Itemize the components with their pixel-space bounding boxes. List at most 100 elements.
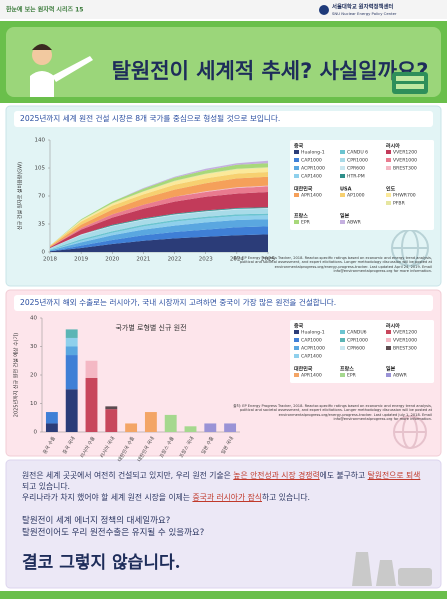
legend-label: CPR600 xyxy=(347,346,365,352)
question: 탈원전이어도 우리 원전수출은 유지될 수 있을까요? xyxy=(22,528,205,538)
area xyxy=(50,234,268,252)
area xyxy=(50,215,268,251)
legend-label: Hualong-1 xyxy=(301,150,325,156)
bar-segment xyxy=(125,423,138,432)
org-name: 서울대학교 원자력정책센터 xyxy=(332,3,393,11)
legend-label: VVER1000 xyxy=(393,158,417,164)
plant-icon xyxy=(352,552,432,586)
legend-swatch xyxy=(294,330,299,334)
legend-label: AP1000 xyxy=(347,193,365,199)
x-tick-label: 2020 xyxy=(105,257,119,263)
chart-title: 국가별 로형별 신규 원전 xyxy=(115,323,186,332)
y-axis-label: 신규 건설 원자로 설비용량(GW) xyxy=(17,162,24,230)
bar-segment xyxy=(144,412,157,432)
area xyxy=(50,186,268,248)
legend-swatch xyxy=(340,150,345,154)
body-text: 원전은 세계 곳곳에서 여전히 건설되고 있지만, 우리 원전 기술은 xyxy=(22,471,234,480)
legend-group: USA xyxy=(340,187,352,193)
page-title: 탈원전이 세계적 추세? 사실일까요? xyxy=(112,59,429,83)
legend-label: ACPR1000 xyxy=(301,166,325,172)
bar-segment xyxy=(65,389,78,432)
legend-label: VVER1200 xyxy=(393,330,417,336)
y-axis-label: 2025년까지 신규 원전 건설 예상 수(기) xyxy=(13,333,20,417)
area xyxy=(50,192,268,248)
legend-label: APR1400 xyxy=(301,193,322,199)
bar-segment xyxy=(184,426,197,432)
legend-swatch xyxy=(340,330,345,334)
section-headline: 2025년까지 세계 원전 건설 시장은 8개 국가를 중심으로 형성될 것으로… xyxy=(14,111,433,127)
header-bar xyxy=(0,0,447,19)
legend-swatch xyxy=(340,338,345,342)
legend-swatch xyxy=(386,330,391,334)
legend-label: CPR1000 xyxy=(347,338,368,344)
bar-segment xyxy=(105,406,118,410)
legend-box xyxy=(290,140,434,230)
bar-segment xyxy=(45,423,58,432)
y-tick-label: 140 xyxy=(35,138,46,144)
area xyxy=(50,226,268,252)
y-tick-label: 40 xyxy=(30,316,37,322)
banner-inner xyxy=(6,27,441,97)
bar-segment xyxy=(85,360,98,378)
legend-group: 러시아 xyxy=(386,143,400,150)
x-tick-label: 2023 xyxy=(199,257,213,263)
legend-swatch xyxy=(340,166,345,170)
legend-swatch xyxy=(294,193,299,197)
bar-segment xyxy=(65,355,78,390)
y-tick-label: 35 xyxy=(38,222,45,228)
legend-swatch xyxy=(386,346,391,350)
stamp-icon xyxy=(392,72,428,94)
area xyxy=(50,219,268,252)
legend-swatch xyxy=(294,174,299,178)
legend-group: 프랑스 xyxy=(340,366,354,373)
question: 탈원전이 세계 에너지 정책의 대세일까요? xyxy=(22,516,171,526)
legend-label: EPR xyxy=(347,373,357,379)
legend-swatch xyxy=(386,338,391,342)
x-tick-label: 2024 xyxy=(230,257,244,263)
legend-swatch xyxy=(294,338,299,342)
legend-group: 중국 xyxy=(294,143,304,150)
legend-group: 대한민국 xyxy=(294,186,313,193)
legend-swatch xyxy=(294,158,299,162)
globe-icon xyxy=(393,415,427,449)
bar-segment xyxy=(65,346,78,356)
legend-swatch xyxy=(340,220,345,224)
highlight-text: 중국과 러시아가 잠식 xyxy=(192,493,262,502)
legend-swatch xyxy=(340,373,345,377)
footer-bar xyxy=(0,591,447,599)
legend-swatch xyxy=(386,150,391,154)
section-headline: 2025년까지 해외 수출로는 러시아가, 국내 시장까지 고려하면 중국이 가… xyxy=(14,295,433,311)
legend-label: PHWR700 xyxy=(393,193,416,199)
legend-label: Hualong-1 xyxy=(301,330,325,336)
legend-label: EPR xyxy=(301,220,311,226)
legend-box xyxy=(290,320,434,383)
y-tick-label: 0 xyxy=(34,430,38,436)
legend-label: CAP1400 xyxy=(301,354,322,360)
area xyxy=(50,208,268,250)
figure xyxy=(30,44,93,97)
legend-label: CANDU6 xyxy=(347,330,367,336)
legend-group: 중국 xyxy=(294,323,304,330)
legend-group: 일본 xyxy=(340,213,350,220)
legend-group: 인도 xyxy=(386,186,396,193)
highlight-text: 높은 안전성과 시장 경쟁력 xyxy=(233,471,320,480)
legend-swatch xyxy=(386,166,391,170)
legend-swatch xyxy=(294,220,299,224)
bar-segment xyxy=(164,414,177,432)
y-tick-label: 70 xyxy=(38,194,45,200)
legend-label: BREST300 xyxy=(393,166,417,172)
legend-group: 대한민국 xyxy=(294,366,313,373)
legend-swatch xyxy=(294,354,299,358)
legend-group: 일본 xyxy=(386,366,396,373)
x-tick-label: 2025 xyxy=(261,257,275,263)
legend-swatch xyxy=(340,346,345,350)
legend-swatch xyxy=(340,193,345,197)
bar-segment xyxy=(85,377,98,432)
source-note: 출처: EP Energy Progress Tracker, 2018. Re… xyxy=(233,256,432,274)
legend-swatch xyxy=(386,158,391,162)
legend-group: 프랑스 xyxy=(294,213,308,220)
series-label: 한눈에 보는 원자력 시리즈 15 xyxy=(6,6,83,14)
